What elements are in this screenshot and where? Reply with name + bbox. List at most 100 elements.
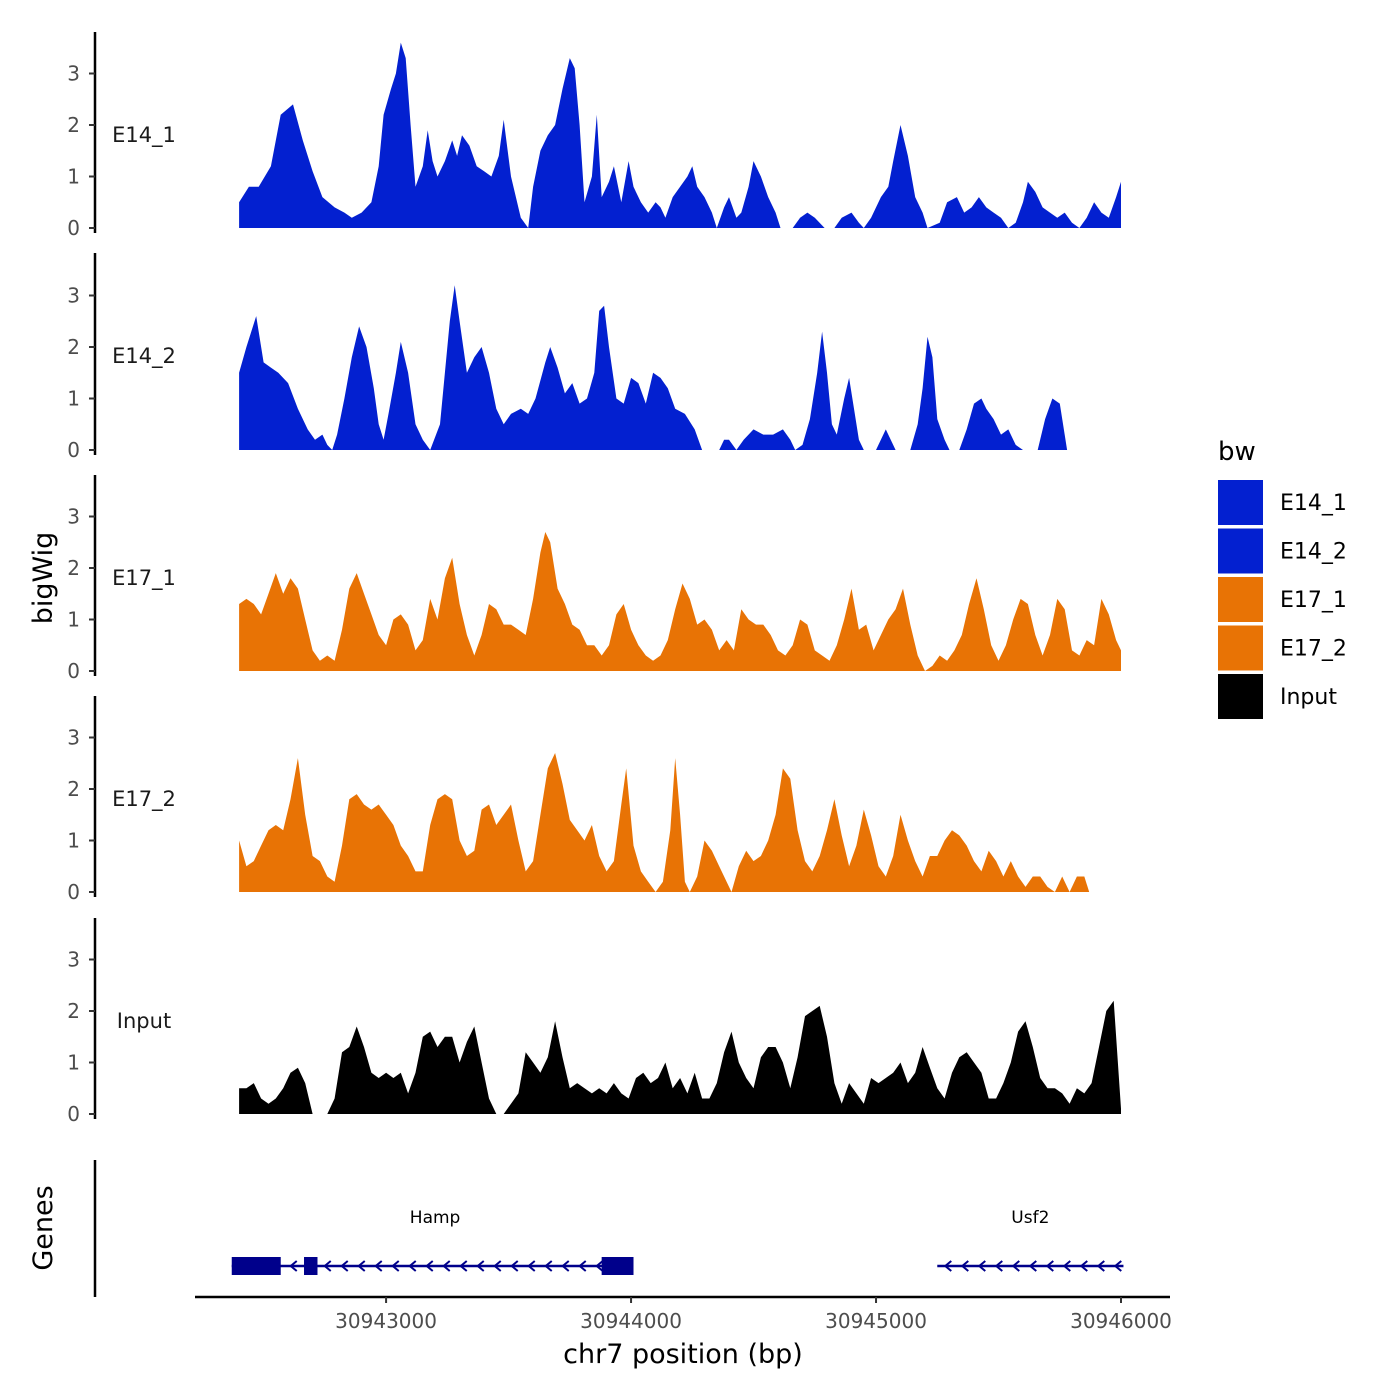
- y-tick-label: 0: [67, 880, 80, 904]
- coverage-area-E14_1: [834, 212, 864, 228]
- legend-label: E14_1: [1280, 491, 1347, 516]
- strand-arrow: [459, 1260, 468, 1272]
- strand-arrow: [527, 1260, 536, 1272]
- track-label: E17_1: [112, 566, 176, 591]
- x-axis-title: chr7 position (bp): [563, 1339, 803, 1370]
- y-tick-label: 0: [67, 216, 80, 240]
- coverage-area-E14_1: [1079, 181, 1121, 228]
- strand-arrow: [1096, 1260, 1105, 1272]
- y-tick-label: 1: [67, 829, 80, 853]
- coverage-area-E17_1: [239, 532, 926, 671]
- coverage-area-E14_2: [795, 331, 864, 450]
- gene-label: Usf2: [1011, 1208, 1049, 1228]
- track-label: E17_2: [112, 787, 176, 812]
- coverage-area-E14_2: [332, 326, 431, 450]
- x-axis: chr7 position (bp) 30943000 30944000 30945…: [195, 1295, 1172, 1370]
- strand-arrow: [1028, 1260, 1037, 1272]
- coverage-area-E14_2: [430, 285, 703, 450]
- coverage-area-E14_1: [1008, 181, 1080, 228]
- strand-arrow: [578, 1260, 587, 1272]
- y-axis-title: bigWig: [28, 532, 59, 625]
- genes-panel-title: Genes: [28, 1185, 59, 1270]
- legend-swatch: [1218, 528, 1263, 574]
- strand-arrow: [323, 1260, 332, 1272]
- legend-label: E14_2: [1280, 540, 1347, 565]
- exon-block: [601, 1257, 634, 1275]
- strand-arrow: [357, 1260, 366, 1272]
- strand-arrow: [1011, 1260, 1020, 1272]
- strand-arrow: [943, 1260, 952, 1272]
- strand-arrow: [994, 1260, 1003, 1272]
- track-label: E14_1: [112, 123, 176, 148]
- coverage-area-E14_2: [1037, 398, 1068, 450]
- coverage-area-E14_2: [719, 439, 737, 450]
- gene-label: Hamp: [410, 1208, 461, 1228]
- legend-label: E17_1: [1280, 588, 1347, 613]
- legend: bw E14_1 E14_2 E17_1 E17_2 Input: [1218, 437, 1347, 719]
- strand-arrow: [1079, 1260, 1088, 1272]
- strand-arrow: [408, 1260, 417, 1272]
- track-E17_1: 0 1 2 3 E17_1: [67, 475, 1121, 683]
- track-label: Input: [117, 1009, 171, 1033]
- coverage-area-E17_2: [239, 753, 656, 892]
- gene-models: Hamp Usf2: [231, 1208, 1124, 1275]
- coverage-area-E17_2: [731, 768, 1055, 892]
- coverage-area-Input: [503, 1000, 1121, 1114]
- coverage-area-E14_2: [910, 336, 950, 450]
- y-tick-label: 1: [67, 1051, 80, 1075]
- strand-arrow: [340, 1260, 349, 1272]
- coverage-area-E14_1: [716, 161, 781, 228]
- coverage-area-Input: [327, 1026, 497, 1114]
- x-tick-label: 30943000: [335, 1309, 437, 1333]
- coverage-area-E14_1: [239, 42, 529, 228]
- strand-arrow: [442, 1260, 451, 1272]
- x-tick-label: 30944000: [580, 1309, 682, 1333]
- track-Input: 0 1 2 3 Input: [67, 918, 1121, 1126]
- legend-title: bw: [1218, 437, 1256, 467]
- y-tick-label: 3: [67, 62, 80, 86]
- y-tick-label: 2: [67, 777, 80, 801]
- gene-Hamp: Hamp: [231, 1208, 634, 1275]
- legend-label: Input: [1280, 685, 1337, 710]
- strand-arrow: [510, 1260, 519, 1272]
- coverage-area-E14_1: [792, 212, 825, 228]
- strand-arrow: [1113, 1260, 1122, 1272]
- y-tick-label: 3: [67, 284, 80, 308]
- strand-arrow: [1045, 1260, 1054, 1272]
- coverage-area-E14_2: [876, 429, 896, 450]
- exon-block: [304, 1257, 318, 1275]
- x-tick-label: 30945000: [825, 1309, 927, 1333]
- strand-arrow: [544, 1260, 553, 1272]
- strand-arrow: [595, 1260, 604, 1272]
- strand-arrow: [476, 1260, 485, 1272]
- coverage-area-E14_2: [239, 316, 333, 450]
- strand-arrow: [374, 1260, 383, 1272]
- y-tick-label: 0: [67, 1102, 80, 1126]
- legend-swatch: [1218, 674, 1263, 719]
- y-tick-label: 2: [67, 335, 80, 359]
- y-tick-label: 2: [67, 113, 80, 137]
- y-tick-label: 1: [67, 387, 80, 411]
- x-tick-label: 30946000: [1070, 1309, 1172, 1333]
- coverage-area-E17_1: [925, 578, 1121, 671]
- legend-label: E17_2: [1280, 637, 1347, 662]
- track-E17_2: 0 1 2 3 E17_2: [67, 696, 1090, 904]
- track-E14_1: 0 1 2 3 E14_1: [67, 32, 1121, 240]
- coverage-area-E17_2: [689, 840, 732, 892]
- strand-arrow: [561, 1260, 570, 1272]
- legend-swatch: [1218, 625, 1263, 671]
- y-tick-label: 0: [67, 659, 80, 683]
- y-tick-label: 1: [67, 165, 80, 189]
- y-tick-label: 3: [67, 726, 80, 750]
- y-tick-label: 3: [67, 505, 80, 529]
- strand-arrow: [1062, 1260, 1071, 1272]
- strand-arrow: [425, 1260, 434, 1272]
- coverage-area-E17_2: [655, 758, 690, 892]
- coverage-area-E14_2: [959, 398, 1023, 450]
- strand-arrow: [977, 1260, 986, 1272]
- exon-block: [231, 1257, 281, 1275]
- track-E14_2: 0 1 2 3 E14_2: [67, 253, 1068, 462]
- y-tick-label: 2: [67, 999, 80, 1023]
